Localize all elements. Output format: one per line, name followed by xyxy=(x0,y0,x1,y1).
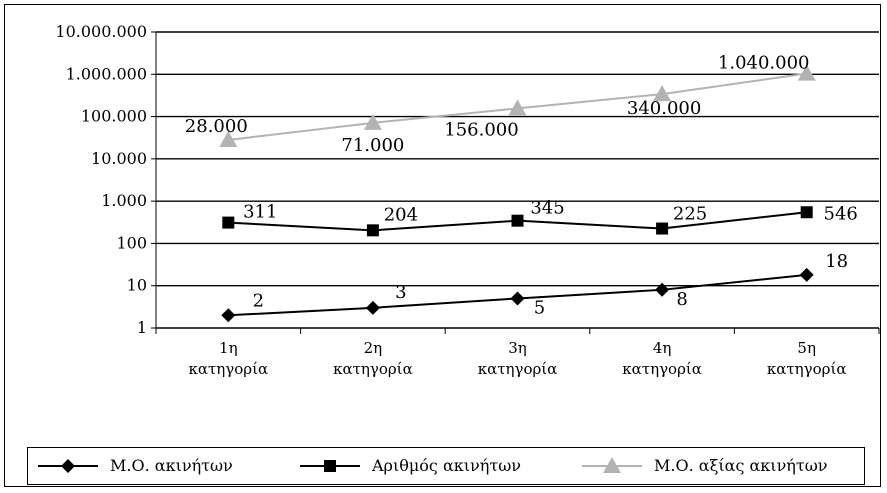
x-tick-label-line: κατηγορία xyxy=(333,360,413,378)
series-0-marker-1 xyxy=(365,300,380,315)
series-0-data-label-4: 18 xyxy=(825,251,848,272)
series-0-marker-3 xyxy=(655,282,670,297)
series-1-data-label-4: 546 xyxy=(824,203,858,224)
y-tick-label-4: 10.000 xyxy=(91,149,147,168)
series-2-data-label-0: 28.000 xyxy=(185,116,248,137)
y-tick-label-1: 10 xyxy=(127,276,147,295)
series-0-data-label-2: 5 xyxy=(534,297,545,318)
legend-label-1: Αριθμός ακινήτων xyxy=(371,456,521,475)
series-1-data-label-0: 311 xyxy=(243,202,277,223)
series-2-data-label-4: 1.040.000 xyxy=(718,53,810,74)
x-tick-label-line: 1η xyxy=(219,339,238,357)
x-tick-label-3: 4η κατηγορία xyxy=(622,339,702,378)
series-0-data-label-1: 3 xyxy=(395,282,406,303)
y-tick-label-2: 100 xyxy=(116,233,147,252)
series-1-marker-4 xyxy=(800,206,813,219)
series-1-data-label-1: 204 xyxy=(384,204,418,225)
series-2-data-label-3: 340.000 xyxy=(627,98,701,119)
x-tick-label-line: κατηγορία xyxy=(767,360,847,378)
series-0-marker-4 xyxy=(799,267,814,282)
legend-marker-2 xyxy=(603,457,621,473)
x-tick-label-2: 3η κατηγορία xyxy=(478,339,558,378)
series-1-marker-1 xyxy=(366,224,379,237)
series-2-marker-3 xyxy=(653,85,672,102)
series-1-marker-0 xyxy=(222,216,235,229)
y-tick-label-7: 10.000.000 xyxy=(55,22,147,41)
series-0-data-label-0: 2 xyxy=(253,290,264,311)
legend-label-0: Μ.Ο. ακινήτων xyxy=(110,456,233,475)
series-2-data-label-1: 71.000 xyxy=(341,135,404,156)
x-tick-label-line: 3η xyxy=(508,339,527,357)
x-tick-label-4: 5η κατηγορία xyxy=(767,339,847,378)
x-tick-label-line: 5η xyxy=(797,339,816,357)
legend-items: Μ.Ο. ακινήτων Αριθμός ακινήτων Μ.Ο. αξίας … xyxy=(38,456,828,475)
x-tick-label-line: κατηγορία xyxy=(188,360,268,378)
legend-marker-1 xyxy=(324,460,336,472)
x-tick-label-0: 1η κατηγορία xyxy=(188,339,268,378)
series-0-marker-0 xyxy=(221,308,236,323)
series-1-marker-3 xyxy=(656,222,669,235)
series-1-data-label-3: 225 xyxy=(673,204,707,225)
x-tick-label-line: 2η xyxy=(364,339,383,357)
series-2-marker-1 xyxy=(363,113,382,130)
series-2-data-label-2: 156.000 xyxy=(444,119,518,140)
x-tick-label-line: κατηγορία xyxy=(478,360,558,378)
series-2-marker-0 xyxy=(219,130,238,147)
x-tick-label-line: 4η xyxy=(653,339,672,357)
y-tick-label-5: 100.000 xyxy=(81,107,147,126)
y-tick-label-0: 1 xyxy=(137,318,147,337)
line-chart: 1 10 100 1.000 10.000 100.000 1.000.000 10.000.… xyxy=(55,22,880,378)
x-tick-label-line: κατηγορία xyxy=(622,360,702,378)
legend: Μ.Ο. ακινήτων Αριθμός ακινήτων Μ.Ο. αξίας … xyxy=(27,447,865,485)
legend-marker-0 xyxy=(61,459,75,473)
series-0-data-label-3: 8 xyxy=(676,289,687,310)
legend-label-2: Μ.Ο. αξίας ακινήτων xyxy=(654,456,828,475)
series-1-marker-2 xyxy=(511,214,524,227)
series-0-marker-2 xyxy=(510,291,525,306)
series-1-data-label-2: 345 xyxy=(530,198,564,219)
chart-frame: 1 10 100 1.000 10.000 100.000 1.000.000 10.000.… xyxy=(4,4,881,487)
y-tick-label-3: 1.000 xyxy=(101,191,147,210)
series-2-marker-4 xyxy=(797,64,816,81)
y-tick-label-6: 1.000.000 xyxy=(66,64,147,83)
x-tick-label-1: 2η κατηγορία xyxy=(333,339,413,378)
series-2-marker-2 xyxy=(508,99,527,116)
